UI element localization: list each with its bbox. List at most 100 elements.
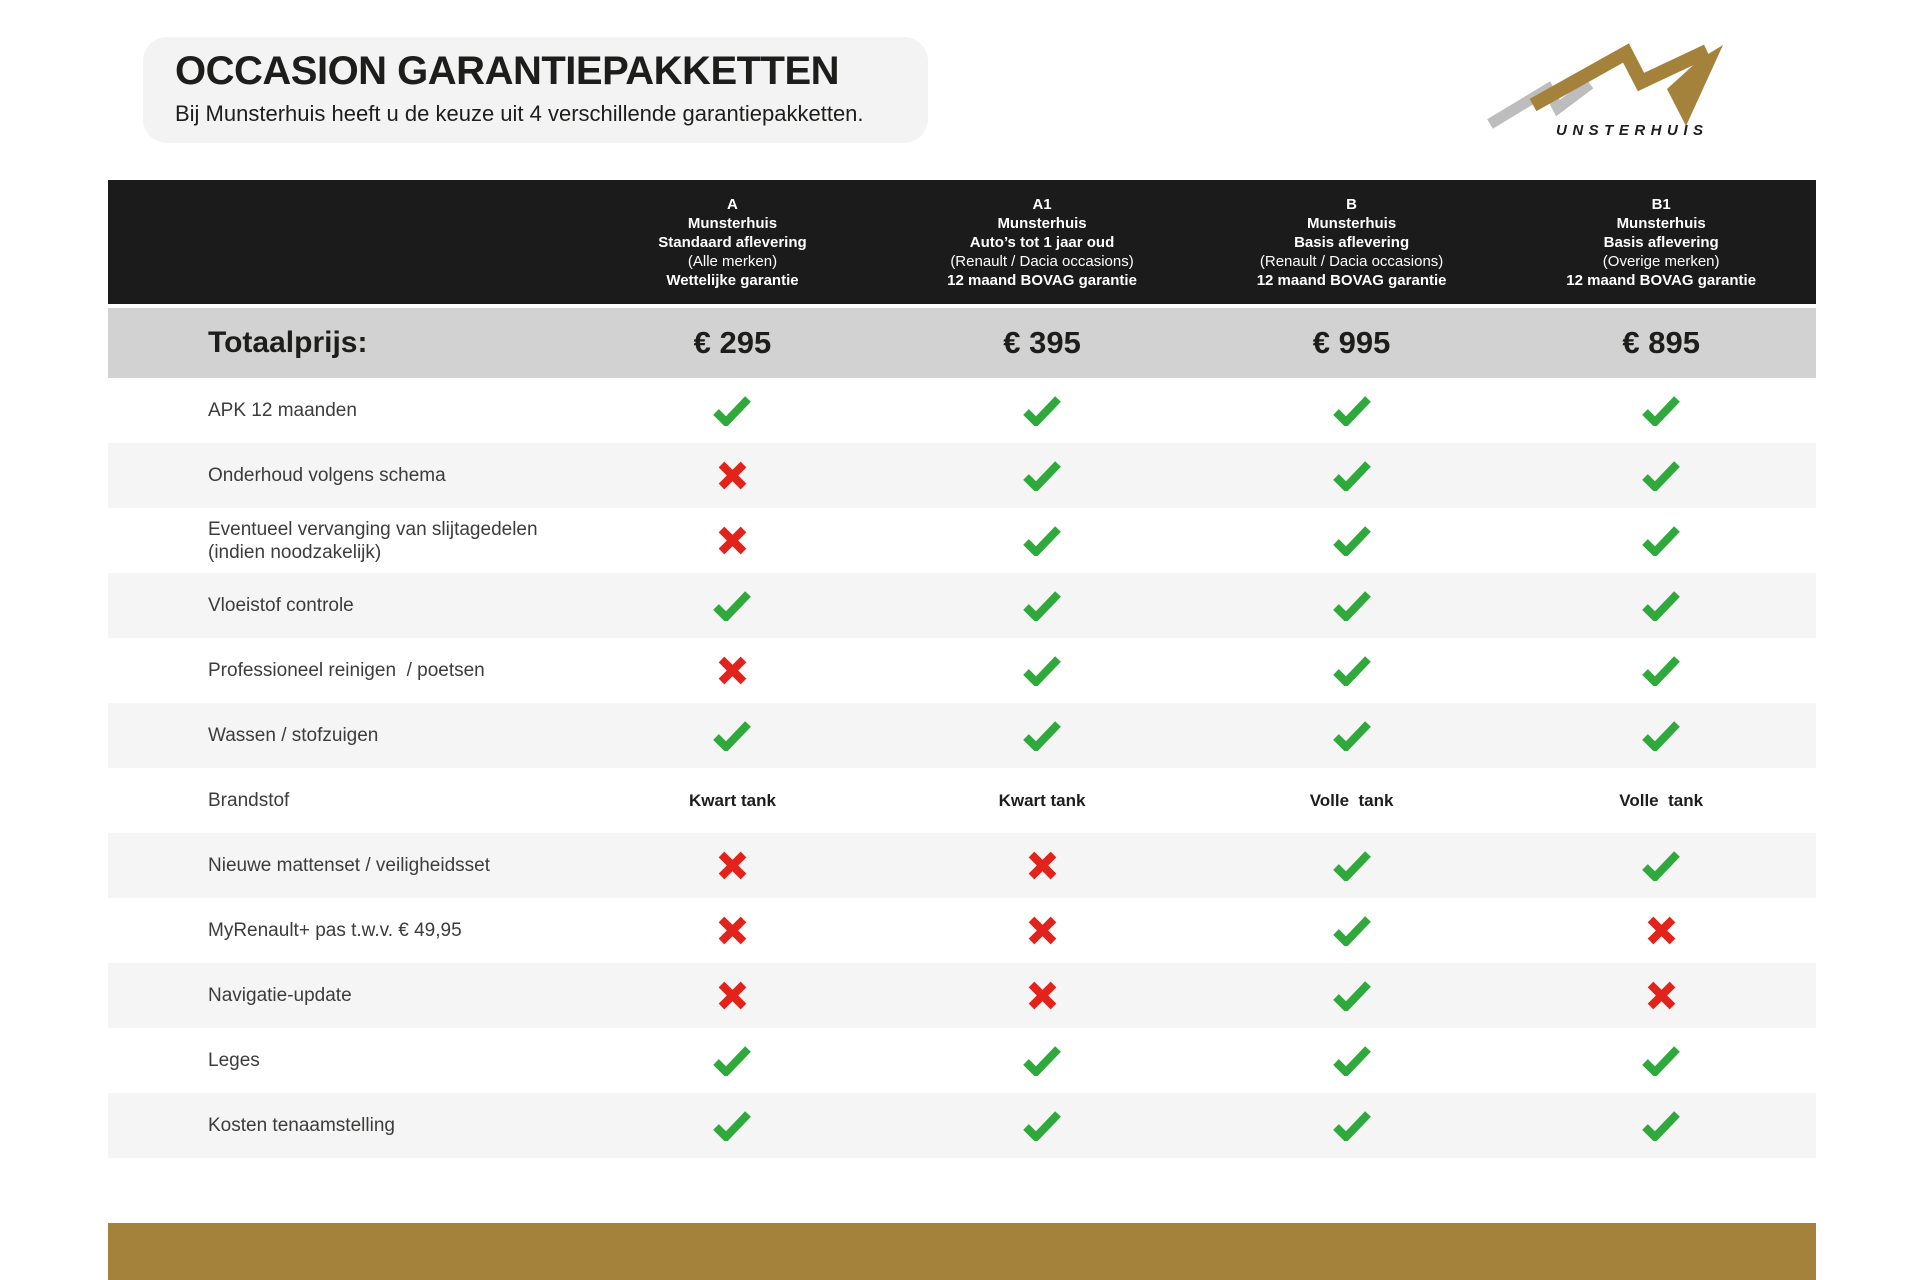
feature-cell	[887, 1110, 1197, 1141]
cross-icon	[1028, 916, 1056, 945]
feature-cell	[1506, 1045, 1816, 1076]
feature-cell	[1197, 1045, 1507, 1076]
cross-icon	[718, 526, 747, 555]
package-warranty: 12 maand BOVAG garantie	[1566, 271, 1757, 289]
feature-cell	[1197, 590, 1507, 621]
cross-icon	[718, 916, 747, 945]
feature-cell	[1506, 915, 1816, 946]
check-icon	[1023, 395, 1061, 426]
feature-cell	[1506, 655, 1816, 686]
totals-label: Totaalprijs:	[208, 326, 368, 359]
check-icon	[1642, 720, 1681, 751]
feature-cell	[578, 590, 888, 621]
cross-icon	[1647, 916, 1675, 945]
check-icon	[1023, 655, 1061, 686]
check-icon	[1332, 1110, 1371, 1141]
feature-cell	[578, 720, 888, 751]
feature-cell	[887, 850, 1197, 881]
feature-row: Vloeistof controle	[108, 573, 1816, 638]
check-icon	[1332, 915, 1371, 946]
package-warranty: 12 maand BOVAG garantie	[947, 271, 1137, 289]
package-code: A1	[1032, 195, 1052, 213]
cross-icon	[1028, 851, 1056, 880]
package-header-A: A Munsterhuis Standaard aflevering (Alle me…	[578, 195, 888, 290]
package-scope: (Renault / Dacia occasions)	[950, 252, 1134, 270]
price-value-A1: € 395	[1003, 325, 1081, 360]
package-delivery: Auto’s tot 1 jaar oud	[969, 233, 1115, 251]
feature-row: Kosten tenaamstelling	[108, 1093, 1816, 1158]
feature-cell	[578, 980, 888, 1011]
feature-cell	[887, 1045, 1197, 1076]
check-icon	[1642, 460, 1681, 491]
package-header-A1: A1 Munsterhuis Auto’s tot 1 jaar oud (Renau…	[887, 195, 1197, 290]
package-brand: Munsterhuis	[997, 214, 1087, 232]
check-icon	[713, 1045, 752, 1076]
page-title: OCCASION GARANTIEPAKKETTEN	[175, 49, 840, 93]
feature-cell	[1506, 395, 1816, 426]
feature-cell-text: Kwart tank	[998, 790, 1086, 810]
cross-icon	[1647, 981, 1675, 1010]
cross-icon	[718, 981, 747, 1010]
feature-cell: Volle tank	[1506, 791, 1816, 811]
feature-cell	[1197, 525, 1507, 556]
package-code: B1	[1651, 195, 1671, 213]
check-icon	[1332, 980, 1371, 1011]
check-icon	[1332, 460, 1371, 491]
check-icon	[1642, 525, 1681, 556]
comparison-table: A Munsterhuis Standaard aflevering (Alle me…	[108, 180, 1816, 1158]
check-icon	[1332, 850, 1371, 881]
feature-label: Leges	[208, 1050, 260, 1071]
cross-icon	[718, 656, 747, 685]
table-header: A Munsterhuis Standaard aflevering (Alle me…	[108, 180, 1816, 304]
cross-icon	[718, 851, 747, 880]
feature-row: APK 12 maanden	[108, 378, 1816, 443]
feature-cell	[578, 1110, 888, 1141]
package-warranty: 12 maand BOVAG garantie	[1256, 271, 1447, 289]
feature-row: Eventueel vervanging van slijtagedelen (…	[108, 508, 1816, 573]
munsterhuis-logo: UNSTERHUIS	[1487, 43, 1723, 139]
feature-label: MyRenault+ pas t.w.v. € 49,95	[208, 920, 462, 941]
package-delivery: Standaard aflevering	[658, 233, 807, 251]
feature-cell	[1506, 460, 1816, 491]
feature-cell	[578, 915, 888, 946]
package-delivery: Basis aflevering	[1294, 233, 1410, 251]
check-icon	[1642, 655, 1681, 686]
check-icon	[1642, 590, 1681, 621]
feature-cell-text: Volle tank	[1309, 790, 1394, 810]
check-icon	[1332, 525, 1371, 556]
feature-row: Nieuwe mattenset / veiligheidsset	[108, 833, 1816, 898]
feature-cell	[578, 655, 888, 686]
package-header-B: B Munsterhuis Basis aflevering (Renault / D…	[1197, 195, 1507, 290]
check-icon	[713, 590, 752, 621]
price-value-A: € 295	[693, 325, 772, 360]
check-icon	[1642, 1110, 1681, 1141]
title-box: OCCASION GARANTIEPAKKETTEN Bij Munsterhu…	[143, 37, 928, 143]
logo-wordmark: UNSTERHUIS	[1556, 122, 1709, 139]
check-icon	[1642, 395, 1681, 426]
feature-label: Wassen / stofzuigen	[208, 725, 379, 746]
feature-label: Brandstof	[208, 790, 290, 811]
feature-cell	[887, 590, 1197, 621]
check-icon	[713, 395, 752, 426]
check-icon	[713, 1110, 752, 1141]
feature-label: Professioneel reinigen / poetsen	[208, 660, 485, 681]
feature-cell: Kwart tank	[578, 791, 888, 811]
check-icon	[1023, 1110, 1061, 1141]
feature-label: APK 12 maanden	[208, 400, 357, 421]
feature-label: Vloeistof controle	[208, 595, 354, 616]
cross-icon	[1028, 981, 1056, 1010]
footer-bar	[108, 1223, 1816, 1280]
check-icon	[1332, 1045, 1371, 1076]
package-header-B1: B1 Munsterhuis Basis aflevering (Overige me…	[1506, 195, 1816, 290]
feature-cell	[1506, 525, 1816, 556]
feature-cell	[1197, 915, 1507, 946]
package-brand: Munsterhuis	[1307, 214, 1397, 232]
feature-row: Leges	[108, 1028, 1816, 1093]
feature-cell	[1197, 850, 1507, 881]
feature-row: Wassen / stofzuigen	[108, 703, 1816, 768]
feature-cell-text: Volle tank	[1619, 790, 1704, 810]
feature-cell	[1506, 850, 1816, 881]
feature-cell	[887, 915, 1197, 946]
feature-cell	[1197, 1110, 1507, 1141]
check-icon	[1642, 1045, 1681, 1076]
